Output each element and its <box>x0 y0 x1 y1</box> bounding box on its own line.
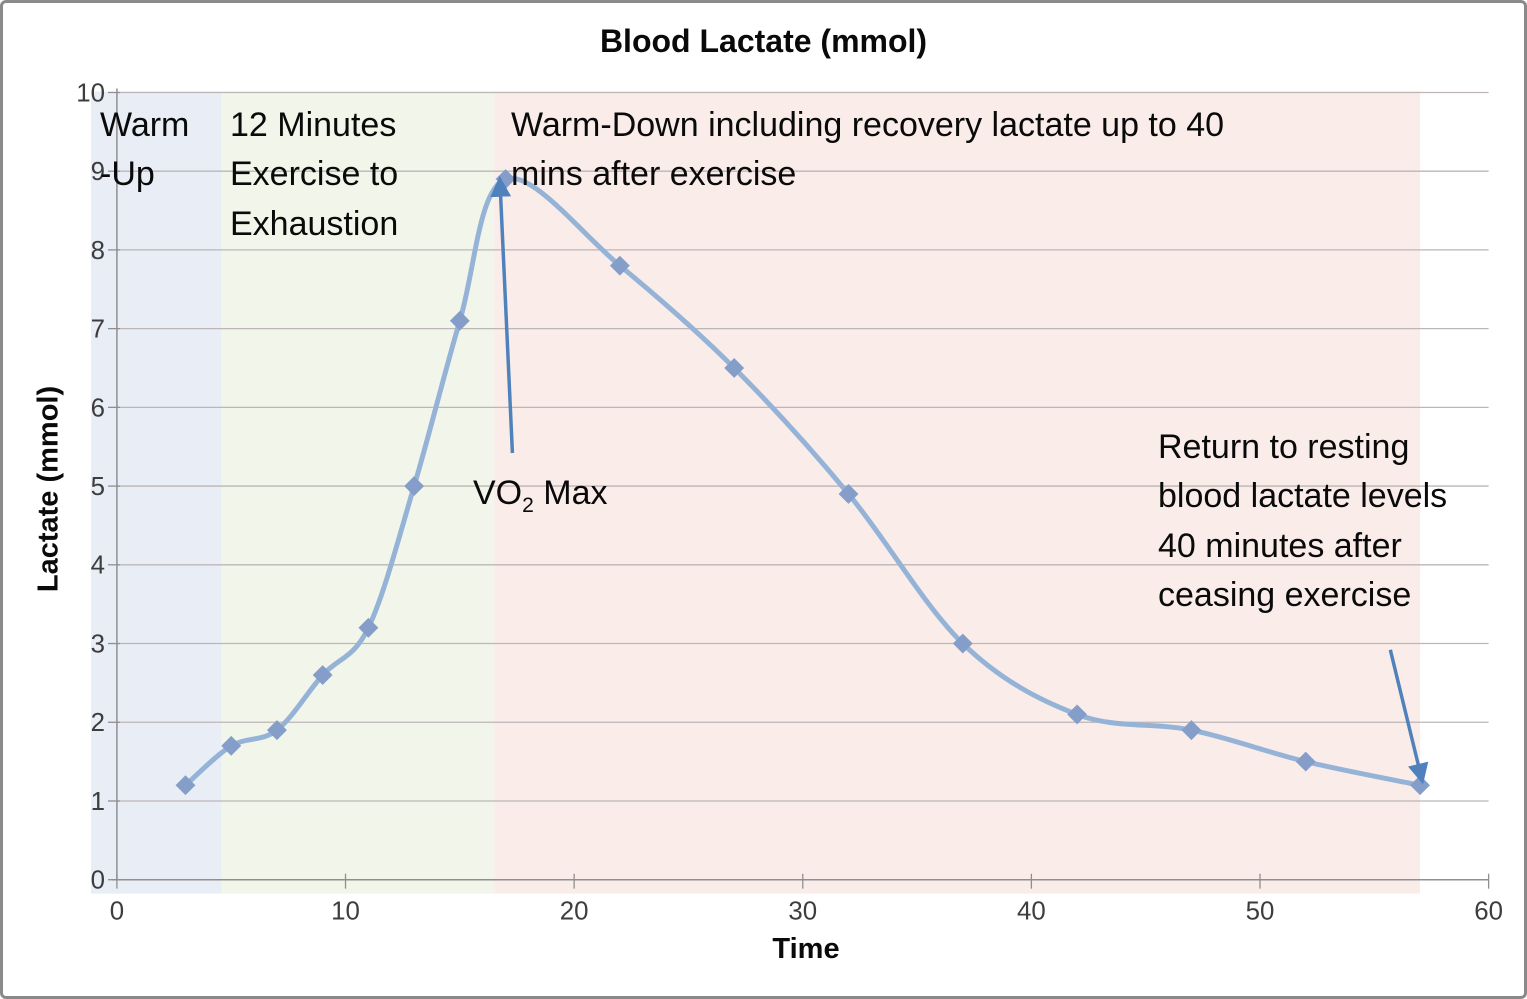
data-point-marker <box>404 476 425 497</box>
data-point-marker <box>358 617 379 638</box>
y-tick-label: 10 <box>76 79 105 107</box>
y-tick-label: 8 <box>91 237 105 265</box>
y-tick-label: 5 <box>91 473 105 501</box>
vo2-prefix: VO <box>473 474 523 512</box>
region-exercise-to-exhaustion <box>221 91 495 894</box>
y-tick-label: 1 <box>91 788 105 816</box>
data-point-marker <box>1067 704 1088 725</box>
x-tick-label: 10 <box>331 897 360 925</box>
y-tick-label: 7 <box>91 316 105 344</box>
x-tick-label: 20 <box>560 897 589 925</box>
x-tick-label: 0 <box>110 897 124 925</box>
data-point-marker <box>1295 751 1316 772</box>
annotation-warm-up: Warm -Up <box>100 106 190 194</box>
y-tick-label: 2 <box>91 709 105 737</box>
y-tick-label: 0 <box>91 867 105 895</box>
y-tick-label: 4 <box>91 552 105 580</box>
y-tick-label: 6 <box>91 394 105 422</box>
region-warm-up <box>91 91 222 894</box>
data-point-marker <box>724 358 745 378</box>
data-point-marker <box>1181 720 1202 741</box>
y-tick-label: 9 <box>91 158 105 186</box>
data-point-marker <box>312 665 333 685</box>
return-resting-arrow <box>1388 649 1429 785</box>
y-tick-label: 3 <box>91 630 105 658</box>
data-point-marker <box>609 255 630 276</box>
x-tick-label: 40 <box>1017 897 1046 925</box>
y-axis-title: Lactate (mmol) <box>32 385 65 593</box>
x-tick-label: 50 <box>1246 897 1275 925</box>
data-point-marker <box>267 720 287 741</box>
plot-svg: 0 10 20 30 40 50 60 0 1 2 3 4 5 6 7 8 9 10 <box>76 79 1503 925</box>
vo2-suffix: Max <box>533 474 608 512</box>
vo2-subscript: 2 <box>522 493 534 517</box>
annotation-exercise-to-exhaustion: 12 Minutes Exercise to Exhaustion <box>230 106 399 243</box>
region-warm-down <box>494 91 1421 894</box>
data-point-marker <box>449 310 470 331</box>
data-point-marker <box>952 633 973 654</box>
chart-title: Blood Lactate (mmol) <box>599 23 928 59</box>
x-tick-label: 60 <box>1474 897 1503 925</box>
x-axis-title: Time <box>772 933 840 965</box>
annotation-return-to-resting: Return to resting blood lactate levels 4… <box>1158 428 1448 614</box>
annotation-vo2-max: VO2 Max <box>473 469 608 521</box>
vo2max-arrow <box>490 175 515 454</box>
x-tick-label: 30 <box>788 897 817 925</box>
data-point-marker <box>838 484 859 504</box>
annotation-warm-down: Warm-Down including recovery lactate up … <box>511 106 1225 194</box>
data-point-marker <box>175 775 196 796</box>
data-point-marker <box>221 735 242 756</box>
